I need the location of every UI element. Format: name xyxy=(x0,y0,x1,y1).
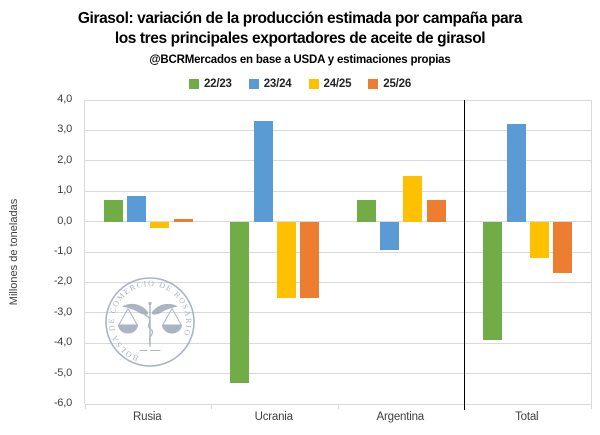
bar-ucrania-25-26 xyxy=(300,221,320,298)
bar-total-24-25 xyxy=(529,221,549,259)
x-axis-tick xyxy=(84,404,86,409)
y-tick-label: 2,0 xyxy=(57,153,72,166)
y-tick-label: -1,0 xyxy=(53,245,72,257)
chart-title: Girasol: variación de la producción esti… xyxy=(0,9,600,49)
y-tick-label: 1,0 xyxy=(57,184,72,197)
legend-swatch xyxy=(368,79,379,89)
bar-rusia-22-23 xyxy=(103,200,123,222)
bar-rusia-23-24 xyxy=(127,195,147,222)
bar-argentina-22-23 xyxy=(356,200,376,222)
legend-label: 23/24 xyxy=(263,78,292,90)
bar-ucrania-23-24 xyxy=(253,121,273,222)
bar-total-25-26 xyxy=(553,221,573,274)
chart-title-line1: Girasol: variación de la producción esti… xyxy=(77,10,523,27)
gridline xyxy=(85,221,591,223)
legend-label: 22/23 xyxy=(203,78,232,90)
y-tick-label: -4,0 xyxy=(53,336,72,349)
y-tick-label: -3,0 xyxy=(53,305,72,318)
bar-argentina-24-25 xyxy=(403,176,423,222)
x-axis-tick xyxy=(211,404,212,409)
legend-item-25-26: 25/26 xyxy=(368,78,411,90)
gridline xyxy=(85,190,591,192)
chart-title-line2: los tres principales exportadores de ace… xyxy=(114,30,486,47)
category-label-ucrania: Ucrania xyxy=(254,411,293,423)
gridline xyxy=(85,129,591,131)
y-tick-label: 4,0 xyxy=(57,93,72,105)
gridline xyxy=(85,373,591,375)
y-tick-label: 0,0 xyxy=(57,214,72,227)
bar-total-22-23 xyxy=(483,221,503,341)
bar-rusia-25-26 xyxy=(173,218,193,222)
legend: 22/23 23/24 24/25 25/26 xyxy=(0,77,600,91)
legend-swatch xyxy=(248,79,259,89)
category-label-total: Total xyxy=(515,411,539,423)
legend-item-22-23: 22/23 xyxy=(188,78,232,90)
bcr-watermark-seal: BOLSA DE COMERCIO DE ROSARIO xyxy=(105,277,195,367)
bar-argentina-23-24 xyxy=(380,221,400,251)
legend-item-23-24: 23/24 xyxy=(248,78,292,90)
gridline xyxy=(85,251,591,253)
legend-label: 25/26 xyxy=(383,78,412,90)
x-axis-tick xyxy=(337,404,339,409)
seal-outer-ring xyxy=(105,277,195,367)
bar-ucrania-22-23 xyxy=(230,221,250,383)
plot-area: BOLSA DE COMERCIO DE ROSARIO xyxy=(84,99,592,410)
gridline xyxy=(85,312,591,314)
legend-swatch xyxy=(308,79,319,89)
gridline xyxy=(85,160,591,162)
category-label-rusia: Rusia xyxy=(133,411,162,423)
bar-rusia-24-25 xyxy=(150,221,170,228)
y-tick-label: -6,0 xyxy=(53,397,72,409)
chart-subtitle: @BCRMercados en base a USDA y estimacion… xyxy=(149,54,451,66)
legend-label: 24/25 xyxy=(323,78,352,90)
bar-ucrania-24-25 xyxy=(276,221,296,298)
bar-argentina-25-26 xyxy=(426,200,446,222)
total-separator-line xyxy=(463,100,466,410)
legend-swatch xyxy=(188,79,199,89)
caduceus-and-scales-icon xyxy=(118,301,182,351)
gridline xyxy=(85,342,591,344)
gridline xyxy=(85,281,591,283)
x-axis-tick xyxy=(590,404,592,409)
bar-total-23-24 xyxy=(506,124,526,222)
y-tick-label: -2,0 xyxy=(53,275,72,288)
y-tick-label: 3,0 xyxy=(57,123,72,136)
category-label-argentina: Argentina xyxy=(376,411,425,423)
y-tick-label: -5,0 xyxy=(53,366,72,379)
gridline xyxy=(85,99,591,101)
legend-item-24-25: 24/25 xyxy=(308,78,352,90)
